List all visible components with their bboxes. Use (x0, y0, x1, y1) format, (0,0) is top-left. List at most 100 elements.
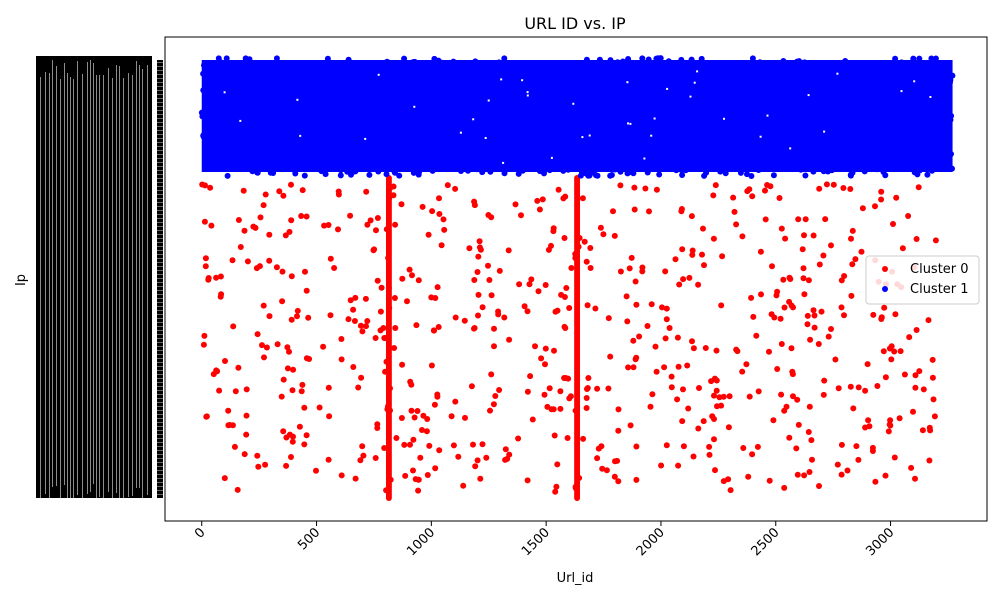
cluster-1-point (715, 151, 721, 158)
cluster-0-point (401, 441, 408, 448)
cluster-1-point (665, 141, 671, 147)
cluster-1-point (614, 84, 621, 91)
y-tick-mark-gap (157, 374, 163, 375)
cluster-1-point (717, 168, 724, 175)
cluster-0-point (848, 235, 854, 242)
cluster-1-point (774, 133, 781, 139)
cluster-1-point (365, 165, 372, 172)
cluster-1-point (828, 87, 835, 94)
cluster-1-point (423, 65, 430, 72)
cluster-0-point (888, 356, 895, 363)
cluster-0-point (711, 416, 717, 422)
cluster-1-point (326, 136, 333, 143)
cluster-1-point (584, 142, 591, 148)
cluster-1-point (283, 137, 290, 144)
cluster-1-point (740, 137, 747, 144)
cluster-1-point (484, 140, 490, 147)
cluster-1-point (878, 106, 885, 113)
cluster-1-point (350, 168, 357, 175)
cluster-1-point (719, 79, 726, 86)
y-tick-mark-gap (157, 358, 163, 359)
cluster-1-point (896, 114, 903, 121)
cluster-0-point (661, 364, 668, 371)
cluster-0-point (689, 338, 695, 345)
cluster-0-point (710, 235, 717, 242)
cluster-0-point (770, 417, 777, 424)
cluster-1-gap (487, 99, 490, 102)
cluster-1-point (212, 60, 219, 67)
cluster-0-point (811, 312, 818, 319)
y-tick-mark-gap (157, 114, 163, 115)
cluster-1-point (940, 159, 947, 166)
cluster-1-point (917, 165, 923, 172)
cluster-0-point (320, 343, 327, 350)
cluster-1-point (775, 153, 782, 160)
cluster-1-gap (650, 134, 653, 137)
cluster-1-point (309, 62, 316, 69)
cluster-0-point (771, 314, 778, 321)
cluster-1-point (686, 127, 693, 134)
plot-frame (164, 36, 988, 522)
cluster-0-point (266, 257, 273, 264)
cluster-1-point (755, 118, 762, 125)
cluster-1-point (359, 89, 366, 96)
cluster-0-point (303, 432, 310, 439)
cluster-0-point (232, 388, 239, 395)
cluster-0-point (387, 185, 394, 191)
cluster-0-point (529, 416, 536, 423)
cluster-0-point (636, 333, 643, 340)
cluster-0-point (663, 316, 670, 323)
cluster-0-point (555, 186, 562, 193)
cluster-1-point (937, 117, 944, 124)
cluster-0-point (288, 454, 294, 460)
cluster-1-point (900, 69, 907, 75)
cluster-1-point (461, 155, 468, 162)
cluster-1-point (756, 102, 762, 109)
cluster-1-point (229, 150, 236, 156)
cluster-0-point (834, 461, 841, 468)
cluster-1-point (842, 61, 848, 68)
cluster-1-point (639, 96, 646, 103)
cluster-1-point (577, 150, 584, 157)
cluster-0-point (515, 435, 522, 442)
cluster-1-point (306, 159, 313, 166)
cluster-0-point (557, 388, 564, 395)
cluster-0-point (916, 368, 923, 375)
cluster-0-point (696, 385, 702, 391)
cluster-0-point (778, 341, 785, 347)
cluster-0-point (202, 182, 208, 189)
y-tick-mark-gap (157, 378, 163, 379)
cluster-1-point (469, 147, 476, 154)
cluster-0-point (288, 273, 295, 280)
cluster-1-point (824, 83, 831, 90)
cluster-1-point (370, 84, 377, 91)
cluster-1-point (572, 128, 579, 135)
y-tick-mark-gap (157, 458, 163, 459)
cluster-1-point (671, 148, 678, 155)
cluster-0-point (847, 186, 854, 192)
cluster-1-point (844, 76, 851, 83)
cluster-0-point (532, 343, 538, 350)
cluster-0-point (688, 213, 695, 220)
cluster-1-point (345, 56, 352, 63)
cluster-1-point (501, 66, 508, 73)
cluster-0-point (848, 292, 855, 299)
cluster-1-point (458, 168, 464, 174)
cluster-0-point (363, 188, 370, 195)
y-tick-mark-gap (157, 342, 163, 343)
cluster-1-point (407, 154, 413, 160)
cluster-1-point (851, 140, 858, 147)
cluster-1-point (788, 138, 795, 145)
cluster-0-point (235, 217, 242, 223)
cluster-1-point (455, 107, 462, 114)
cluster-0-point (653, 368, 660, 375)
cluster-1-point (894, 162, 901, 169)
cluster-1-point (398, 140, 405, 147)
cluster-1-point (324, 55, 331, 62)
cluster-1-point (320, 124, 327, 131)
cluster-1-point (588, 136, 595, 142)
cluster-1-point (918, 90, 925, 97)
cluster-0-point (708, 378, 715, 385)
cluster-1-point (381, 101, 387, 108)
cluster-0-point (823, 181, 830, 188)
